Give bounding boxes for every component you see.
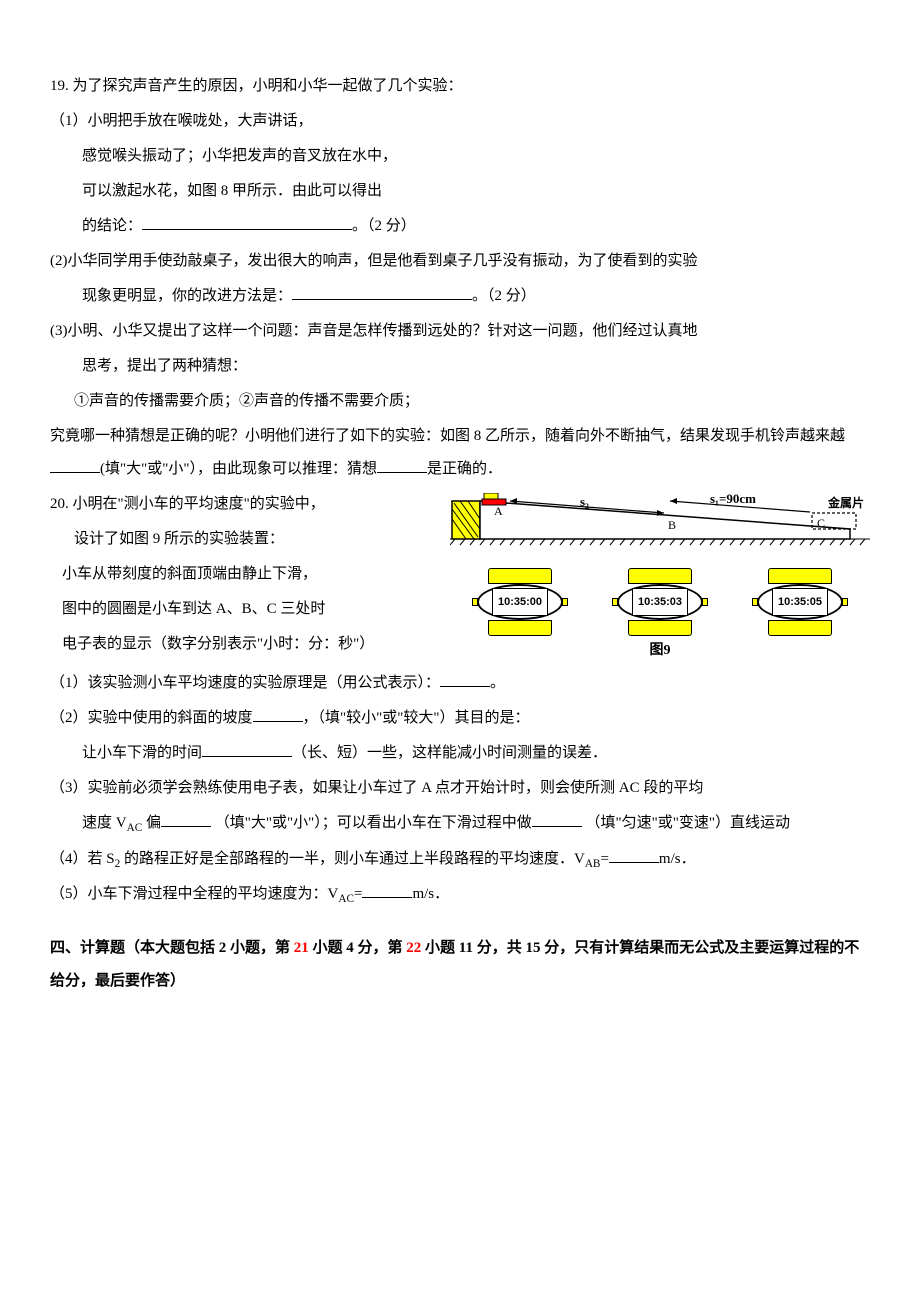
q20-p5-post: m/s．	[412, 886, 449, 902]
q19-p2b: 现象更明显，你的改进方法是： 。（2 分）	[50, 280, 870, 313]
q19-p1a: （1）小明把手放在喉咙处，大声讲话，	[50, 105, 870, 138]
section-4-mid: 小题 4 分，第	[309, 940, 407, 956]
q19-p1d: 的结论： 。（2 分）	[50, 210, 870, 243]
q20-blank-motion[interactable]	[532, 812, 582, 827]
watch-b: 10:35:03	[600, 568, 720, 636]
q20-p4-sub2: AB	[585, 858, 601, 870]
q19-p3d-mid: (填"大"或"小"），由此现象可以推理：猜想	[100, 461, 377, 477]
q20-p2: （2）实验中使用的斜面的坡度 ，（填"较小"或"较大"）其目的是：	[50, 702, 870, 735]
q20-p1-post: 。	[490, 675, 505, 691]
q20-p4-eq: =	[600, 851, 608, 867]
q19-p3b: 思考，提出了两种猜想：	[50, 350, 870, 383]
q20-p3b-mid2: （填"大"或"小"）；可以看出小车在下滑过程中做	[211, 815, 532, 831]
q20-p3b-pre: 速度 V	[82, 815, 127, 831]
q20-p3b-mid1: 偏	[142, 815, 161, 831]
figure-9-caption: 图9	[450, 636, 870, 667]
watch-knob-icon	[752, 598, 758, 606]
q20-blank-time[interactable]	[202, 742, 292, 757]
q19-p2b-post: 。（2 分）	[472, 288, 536, 304]
q20-p3b: 速度 VAC 偏 （填"大"或"小"）；可以看出小车在下滑过程中做 （填"匀速"…	[50, 807, 870, 841]
q20-p2-mid: ，（填"较小"或"较大"）其目的是：	[303, 710, 530, 726]
watch-band-bottom	[628, 620, 692, 636]
watch-knob-icon	[842, 598, 848, 606]
q19-blank-conclusion[interactable]	[142, 215, 352, 230]
watch-band-top	[768, 568, 832, 584]
watch-knob-icon	[702, 598, 708, 606]
section-4-pre: 四、计算题（本大题包括 2 小题，第	[50, 940, 294, 956]
q20-p4-post: m/s．	[659, 851, 696, 867]
svg-text:A: A	[494, 504, 503, 518]
watch-time-a: 10:35:00	[492, 588, 548, 616]
q20-p2-pre: （2）实验中使用的斜面的坡度	[50, 710, 253, 726]
watch-c: 10:35:05	[740, 568, 860, 636]
watch-time-c: 10:35:05	[772, 588, 828, 616]
q19-p3a: (3)小明、小华又提出了这样一个问题：声音是怎样传播到远处的？针对这一问题，他们…	[50, 315, 870, 348]
q19-p2b-pre: 现象更明显，你的改进方法是：	[82, 288, 292, 304]
q20-blank-vac[interactable]	[362, 883, 412, 898]
watch-band-top	[488, 568, 552, 584]
q20-p5-eq: =	[354, 886, 362, 902]
q19-blank-improve[interactable]	[292, 285, 472, 300]
q20-p4: （4）若 S2 的路程正好是全部路程的一半，则小车通过上半段路程的平均速度．VA…	[50, 843, 870, 877]
q20-p4-pre: （4）若 S	[50, 851, 115, 867]
q20-blank-bias[interactable]	[161, 812, 211, 827]
q20-blank-vab[interactable]	[609, 848, 659, 863]
q19-p1d-pre: 的结论：	[82, 218, 142, 234]
watch-band-bottom	[768, 620, 832, 636]
watch-a: 10:35:00	[460, 568, 580, 636]
watch-knob-icon	[472, 598, 478, 606]
q19-p1d-post: 。（2 分）	[352, 218, 416, 234]
q19-blank-loud[interactable]	[50, 458, 100, 473]
svg-text:C: C	[817, 516, 825, 530]
watch-face: 10:35:05	[757, 584, 843, 620]
section-4-heading: 四、计算题（本大题包括 2 小题，第 21 小题 4 分，第 22 小题 11 …	[50, 932, 870, 998]
watch-face: 10:35:00	[477, 584, 563, 620]
watch-band-bottom	[488, 620, 552, 636]
q20-p5-pre: （5）小车下滑过程中全程的平均速度为：V	[50, 886, 338, 902]
s2-label: s₂	[580, 494, 589, 509]
q20-p1: （1）该实验测小车平均速度的实验原理是（用公式表示）： 。	[50, 667, 870, 700]
q20-blank-formula[interactable]	[440, 672, 490, 687]
q20-p2b-pre: 让小车下滑的时间	[82, 745, 202, 761]
q19-p1b: 感觉喉头振动了；小华把发声的音叉放在水中，	[50, 140, 870, 173]
q20-p5: （5）小车下滑过程中全程的平均速度为：VAC= m/s．	[50, 878, 870, 912]
watch-face: 10:35:03	[617, 584, 703, 620]
watch-knob-icon	[562, 598, 568, 606]
q20-p3b-sub: AC	[127, 822, 143, 834]
q20-p3: （3）实验前必须学会熟练使用电子表，如果让小车过了 A 点才开始计时，则会使所测…	[50, 772, 870, 805]
q20-p5-sub: AC	[338, 893, 354, 905]
ramp-diagram: s₂ s₁=90cm A B C 金属片	[450, 493, 870, 553]
q19-p3d: 究竟哪一种猜想是正确的呢？小明他们进行了如下的实验：如图 8 乙所示，随着向外不…	[50, 420, 870, 486]
watch-band-top	[628, 568, 692, 584]
svg-text:B: B	[668, 518, 676, 532]
watch-knob-icon	[612, 598, 618, 606]
q19-p1c: 可以激起水花，如图 8 甲所示．由此可以得出	[50, 175, 870, 208]
q20-p4-mid: 的路程正好是全部路程的一半，则小车通过上半段路程的平均速度．V	[120, 851, 585, 867]
metal-label: 金属片	[827, 495, 864, 510]
q19-p3c: ①声音的传播需要介质；②声音的传播不需要介质；	[50, 385, 870, 418]
q20-p2b-post: （长、短）一些，这样能减小时间测量的误差．	[292, 745, 607, 761]
watches-row: 10:35:00 10:35:03 10:35:05	[450, 568, 870, 636]
figure-9: s₂ s₁=90cm A B C 金属片 10:35:00	[450, 493, 870, 667]
q20-p1-pre: （1）该实验测小车平均速度的实验原理是（用公式表示）：	[50, 675, 440, 691]
q20-p3b-post: （填"匀速"或"变速"）直线运动	[582, 815, 790, 831]
q20-blank-slope[interactable]	[253, 707, 303, 722]
q19-title: 19. 为了探究声音产生的原因，小明和小华一起做了几个实验：	[50, 70, 870, 103]
q19-p2: (2)小华同学用手使劲敲桌子，发出很大的响声，但是他看到桌子几乎没有振动，为了使…	[50, 245, 870, 278]
s1-label: s₁=90cm	[710, 493, 756, 506]
watch-time-b: 10:35:03	[632, 588, 688, 616]
q19-blank-guess[interactable]	[377, 458, 427, 473]
q20-p2b: 让小车下滑的时间 （长、短）一些，这样能减小时间测量的误差．	[50, 737, 870, 770]
section-4-red2: 22	[406, 940, 421, 956]
section-4-red1: 21	[294, 940, 309, 956]
q19-p3d-pre: 究竟哪一种猜想是正确的呢？小明他们进行了如下的实验：如图 8 乙所示，随着向外不…	[50, 428, 845, 444]
q19-p3d-post: 是正确的．	[427, 461, 502, 477]
